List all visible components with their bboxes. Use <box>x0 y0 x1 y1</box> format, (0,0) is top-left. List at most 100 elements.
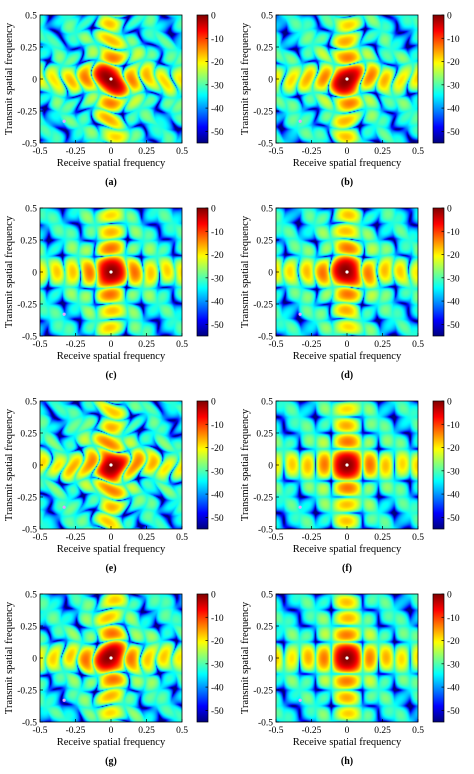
y-tick-label: 0.25 <box>256 430 273 440</box>
x-tick-label: 0.5 <box>176 340 188 350</box>
x-tick-label: -0.5 <box>268 147 283 157</box>
x-tick-label: -0.25 <box>302 726 322 736</box>
y-tick-label: 0.25 <box>256 44 273 54</box>
x-tick-label: -0.5 <box>32 340 47 350</box>
y-tick-label: 0.5 <box>25 591 37 601</box>
x-tick-label: 0 <box>345 340 350 350</box>
colorbar-tick-label: -40 <box>447 491 460 501</box>
x-axis-label: Receive spatial frequency <box>293 544 402 555</box>
colorbar-tick-label: -40 <box>211 684 224 694</box>
colorbar-tick-label: -20 <box>447 251 460 261</box>
colorbar-tick-label: 0 <box>211 398 216 408</box>
y-tick-label: -0.5 <box>22 526 37 536</box>
y-tick-label: -0.25 <box>17 494 37 504</box>
colorbar-tick-label: -30 <box>211 660 224 670</box>
colorbar-tick-label: -20 <box>211 251 224 261</box>
colorbar-tick-label: -30 <box>211 467 224 477</box>
y-tick-label: -0.25 <box>253 301 273 311</box>
y-tick-label: 0.25 <box>20 44 37 54</box>
x-tick-label: 0.5 <box>412 340 424 350</box>
y-tick-label: 0 <box>268 269 273 279</box>
x-tick-label: -0.5 <box>268 340 283 350</box>
y-tick-label: 0.25 <box>20 237 37 247</box>
colorbar-tick-label: -50 <box>447 514 460 524</box>
x-axis-label: Receive spatial frequency <box>57 351 166 362</box>
y-tick-label: 0.25 <box>20 623 37 633</box>
x-tick-label: 0 <box>109 726 114 736</box>
y-tick-label: 0 <box>32 462 37 472</box>
colorbar-tick-label: -20 <box>447 58 460 68</box>
x-axis-label: Receive spatial frequency <box>57 737 166 748</box>
target-marker <box>345 656 349 660</box>
colorbar-tick-label: -10 <box>447 228 460 238</box>
subfigure-label: (c) <box>105 370 116 381</box>
y-tick-label: 0.5 <box>261 205 273 215</box>
panel-f: -0.5 -0.25 0 0.25 0.5 -0.5 -0.25 0 0.25 0.5 Receiv… <box>240 398 460 575</box>
target-marker <box>109 463 113 467</box>
colorbar-tick-label: -10 <box>211 421 224 431</box>
y-tick-label: 0.25 <box>20 430 37 440</box>
colorbar-tick-label: -20 <box>447 444 460 454</box>
y-tick-label: -0.25 <box>17 108 37 118</box>
subfigure-label: (g) <box>105 756 117 767</box>
colorbar <box>197 15 208 143</box>
colorbar-tick-label: -40 <box>211 298 224 308</box>
panels-grid: -0.5 -0.25 0 0.25 0.5 -0.5 -0.25 0 0.25 0.5 Receiv… <box>4 12 460 768</box>
y-axis-label: Transmit spatial frequency <box>4 22 15 135</box>
colorbar-tick-label: -40 <box>447 684 460 694</box>
colorbar-tick-label: -10 <box>211 228 224 238</box>
y-tick-label: 0.5 <box>261 12 273 22</box>
colorbar-tick-label: -20 <box>211 444 224 454</box>
y-axis-label: Transmit spatial frequency <box>240 408 251 521</box>
colorbar-box <box>196 400 209 530</box>
interferer-marker <box>62 505 66 509</box>
x-tick-label: 0 <box>109 340 114 350</box>
x-tick-label: 0.5 <box>412 533 424 543</box>
x-tick-label: -0.5 <box>268 726 283 736</box>
y-tick-label: 0 <box>32 76 37 86</box>
x-tick-label: 0 <box>109 533 114 543</box>
x-tick-label: 0.25 <box>138 726 155 736</box>
colorbar-tick-label: -10 <box>447 35 460 45</box>
colorbar-tick-label: -30 <box>211 81 224 91</box>
x-tick-label: 0.25 <box>374 533 391 543</box>
y-tick-label: -0.25 <box>17 687 37 697</box>
x-tick-label: 0.25 <box>138 533 155 543</box>
x-tick-label: 0.5 <box>176 533 188 543</box>
subfigure-label: (b) <box>341 177 353 188</box>
y-tick-label: -0.5 <box>22 719 37 729</box>
x-tick-label: -0.25 <box>66 147 86 157</box>
subfigure-label: (h) <box>341 756 353 767</box>
y-tick-label: 0 <box>268 462 273 472</box>
y-tick-label: -0.5 <box>258 719 273 729</box>
colorbar-tick-label: -50 <box>211 128 224 138</box>
interferer-marker <box>298 312 302 316</box>
y-tick-label: -0.5 <box>22 333 37 343</box>
colorbar-tick-label: 0 <box>447 205 452 215</box>
colorbar-box <box>432 593 445 723</box>
y-tick-label: 0.5 <box>25 12 37 22</box>
panel-d: -0.5 -0.25 0 0.25 0.5 -0.5 -0.25 0 0.25 0.5 Receiv… <box>240 205 460 382</box>
x-axis-label: Receive spatial frequency <box>293 351 402 362</box>
colorbar-tick-label: -30 <box>447 274 460 284</box>
colorbar-tick-label: -10 <box>211 35 224 45</box>
x-tick-label: -0.25 <box>66 340 86 350</box>
x-tick-label: -0.5 <box>32 147 47 157</box>
colorbar-box <box>432 400 445 530</box>
y-tick-label: 0.25 <box>256 237 273 247</box>
panel-g: -0.5 -0.25 0 0.25 0.5 -0.5 -0.25 0 0.25 0.5 Receiv… <box>4 591 224 768</box>
colorbar-tick-label: -10 <box>211 614 224 624</box>
x-tick-label: 0.25 <box>374 340 391 350</box>
colorbar-tick-label: -10 <box>447 614 460 624</box>
y-tick-label: -0.5 <box>258 140 273 150</box>
colorbar <box>197 208 208 336</box>
y-tick-label: -0.25 <box>253 108 273 118</box>
x-tick-label: 0.5 <box>412 147 424 157</box>
colorbar-tick-label: -40 <box>211 105 224 115</box>
y-tick-label: -0.25 <box>17 301 37 311</box>
y-tick-label: 0.25 <box>256 623 273 633</box>
colorbar-box <box>196 593 209 723</box>
x-axis-label: Receive spatial frequency <box>57 158 166 169</box>
y-tick-label: 0 <box>32 655 37 665</box>
